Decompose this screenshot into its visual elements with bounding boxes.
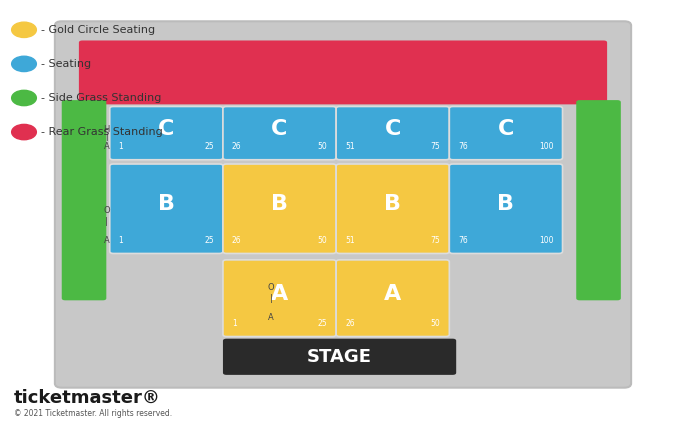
Text: 75: 75 [431, 142, 440, 151]
Text: C: C [498, 119, 514, 139]
Text: 26: 26 [345, 319, 355, 328]
Text: 25: 25 [318, 319, 327, 328]
FancyBboxPatch shape [79, 40, 607, 104]
FancyBboxPatch shape [62, 100, 106, 300]
Text: 1: 1 [119, 142, 123, 151]
Text: 100: 100 [539, 236, 554, 245]
Text: - Side Grass Standing: - Side Grass Standing [41, 93, 161, 103]
FancyBboxPatch shape [576, 100, 621, 300]
FancyBboxPatch shape [110, 106, 223, 160]
Text: 26: 26 [232, 236, 241, 245]
Text: I: I [105, 134, 108, 143]
Text: C: C [158, 119, 174, 139]
Text: H: H [103, 125, 110, 135]
Text: 51: 51 [345, 142, 355, 151]
Text: 1: 1 [119, 236, 123, 245]
FancyBboxPatch shape [336, 106, 449, 160]
Text: STAGE: STAGE [307, 348, 372, 366]
Text: C: C [385, 119, 401, 139]
Text: A: A [268, 313, 274, 322]
Text: |: | [105, 217, 108, 226]
FancyBboxPatch shape [110, 164, 223, 253]
Circle shape [12, 90, 36, 106]
FancyBboxPatch shape [336, 260, 449, 337]
Text: © 2021 Ticketmaster. All rights reserved.: © 2021 Ticketmaster. All rights reserved… [14, 409, 172, 418]
Text: 50: 50 [431, 319, 440, 328]
Text: |: | [270, 294, 272, 303]
Text: B: B [384, 195, 401, 214]
Text: O: O [103, 206, 110, 216]
FancyBboxPatch shape [449, 106, 563, 160]
Text: - Gold Circle Seating: - Gold Circle Seating [41, 25, 155, 35]
FancyBboxPatch shape [223, 164, 336, 253]
FancyBboxPatch shape [223, 339, 456, 375]
Text: O: O [268, 283, 274, 292]
Text: B: B [271, 195, 288, 214]
Text: 26: 26 [232, 142, 241, 151]
Text: ticketmaster®: ticketmaster® [14, 389, 161, 407]
Text: C: C [272, 119, 287, 139]
Text: A: A [104, 236, 109, 245]
Text: A: A [271, 284, 288, 304]
Text: B: B [497, 195, 514, 214]
Circle shape [12, 124, 36, 140]
Circle shape [12, 56, 36, 72]
FancyBboxPatch shape [449, 164, 563, 253]
FancyBboxPatch shape [223, 260, 336, 337]
Text: 50: 50 [318, 236, 327, 245]
Text: 76: 76 [458, 236, 468, 245]
Text: 75: 75 [431, 236, 440, 245]
Text: 25: 25 [204, 236, 214, 245]
Text: 25: 25 [204, 142, 214, 151]
Text: - Rear Grass Standing: - Rear Grass Standing [41, 127, 163, 137]
Text: 100: 100 [539, 142, 554, 151]
Circle shape [12, 22, 36, 37]
Text: 1: 1 [232, 319, 237, 328]
Text: - Seating: - Seating [41, 59, 91, 69]
Text: 76: 76 [458, 142, 468, 151]
Text: 50: 50 [318, 142, 327, 151]
Text: 51: 51 [345, 236, 355, 245]
FancyBboxPatch shape [223, 106, 336, 160]
FancyBboxPatch shape [336, 164, 449, 253]
FancyBboxPatch shape [55, 21, 631, 388]
Text: A: A [104, 142, 109, 152]
Text: A: A [384, 284, 401, 304]
Text: B: B [158, 195, 175, 214]
